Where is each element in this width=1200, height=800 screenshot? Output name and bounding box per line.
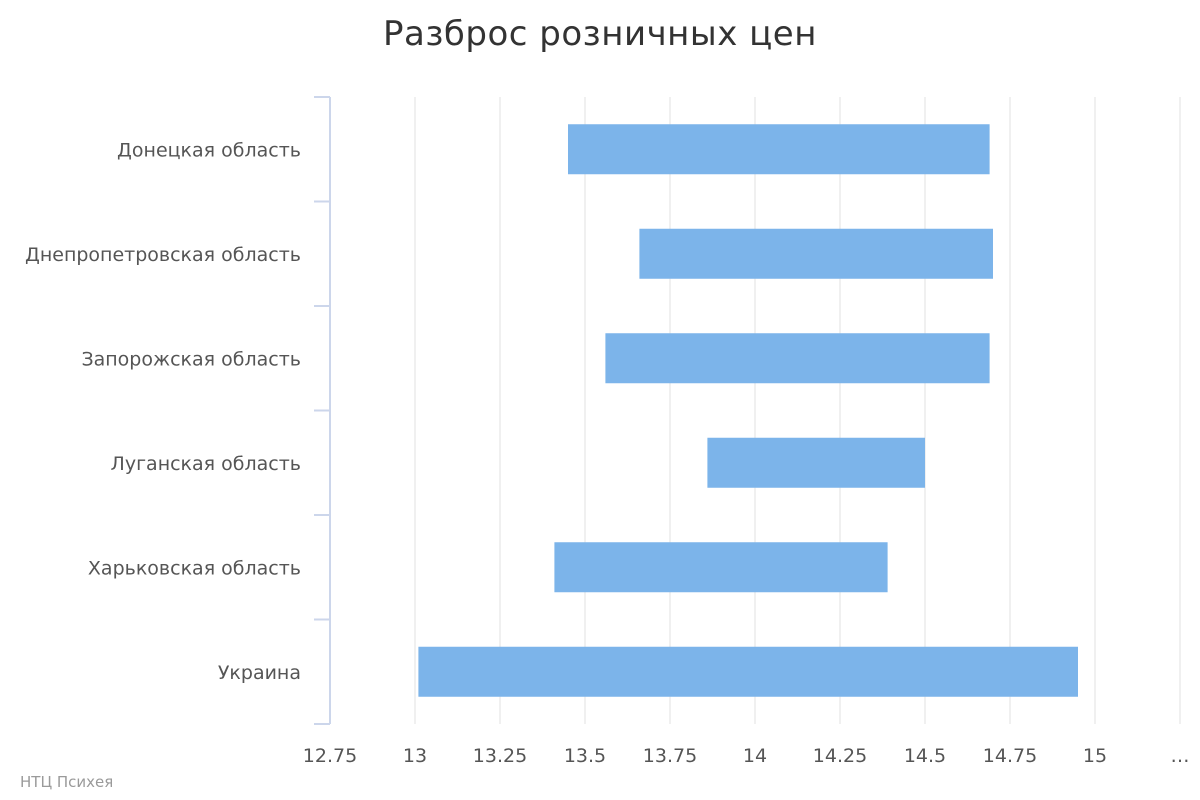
x-tick-label: 13 (403, 745, 427, 767)
category-label: Луганская область (111, 453, 301, 475)
category-label: Запорожская область (81, 348, 301, 370)
x-tick-label: 14.25 (813, 745, 867, 767)
x-tick-label: 13.25 (473, 745, 527, 767)
range-bar[interactable] (707, 437, 925, 488)
category-labels: Донецкая область Днепропетровская область… (25, 139, 301, 684)
credits-label: НТЦ Психея (20, 773, 114, 791)
range-bar[interactable] (605, 333, 990, 384)
x-tick-label: 14.5 (904, 745, 946, 767)
category-axis (314, 96, 331, 725)
x-tick-label: 12.75 (303, 745, 357, 767)
x-tick-label: 14 (743, 745, 767, 767)
range-bar[interactable] (568, 124, 990, 175)
x-tick-label: 13.75 (643, 745, 697, 767)
value-axis-labels: 12.75 13 13.25 13.5 13.75 14 14.25 14.5 14.75 15 … (303, 745, 1190, 767)
chart-title: Разброс розничных цен (383, 14, 817, 54)
range-bar[interactable] (639, 228, 993, 279)
range-bar[interactable] (418, 646, 1078, 697)
range-bar[interactable] (554, 542, 888, 593)
x-tick-label: 15 (1083, 745, 1107, 767)
bar-series (418, 124, 1078, 697)
category-label: Донецкая область (117, 139, 301, 161)
category-label: Днепропетровская область (25, 244, 301, 266)
x-tick-label: … (1171, 745, 1190, 767)
grid-lines (414, 97, 1181, 724)
x-tick-label: 14.75 (983, 745, 1037, 767)
x-tick-label: 13.5 (564, 745, 606, 767)
category-label: Харьковская область (88, 557, 301, 579)
category-label: Украина (218, 662, 301, 684)
